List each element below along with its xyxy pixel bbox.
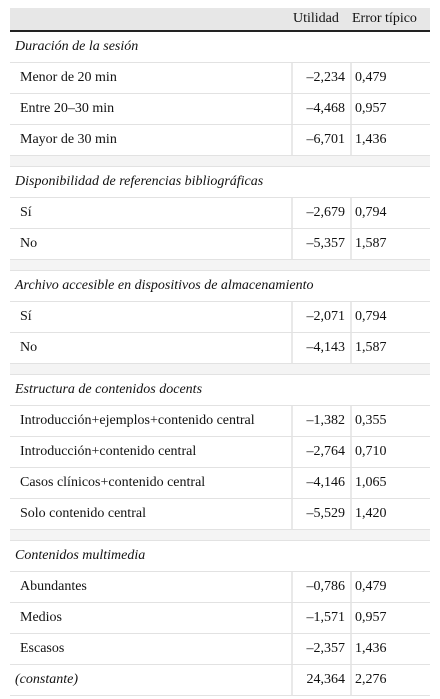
row-label: No	[20, 236, 38, 251]
table-row: No –4,143 1,587	[10, 333, 430, 364]
row-error: 0,794	[355, 309, 387, 324]
row-error: 0,479	[355, 579, 387, 594]
section-label: Disponibilidad de referencias bibliográf…	[15, 174, 264, 189]
row-utilidad: –1,571	[306, 610, 346, 625]
row-error: 0,710	[355, 444, 387, 459]
row-label: No	[20, 340, 38, 355]
constant-error: 2,276	[355, 672, 387, 687]
row-error: 1,587	[355, 236, 387, 251]
row-error: 1,587	[355, 340, 387, 355]
row-label: Menor de 20 min	[20, 70, 117, 85]
table-row: Medios –1,571 0,957	[10, 603, 430, 634]
row-label: Introducción+ejemplos+contenido central	[20, 413, 255, 428]
row-error: 0,957	[355, 610, 387, 625]
row-error: 1,436	[355, 641, 387, 656]
row-label: Sí	[20, 205, 32, 220]
section-spacer	[10, 364, 430, 375]
table-row: Escasos –2,357 1,436	[10, 634, 430, 665]
section-title: Archivo accesible en dispositivos de alm…	[10, 271, 430, 302]
table-row: Sí –2,071 0,794	[10, 302, 430, 333]
section-label: Contenidos multimedia	[15, 548, 146, 563]
section-spacer	[10, 260, 430, 271]
section-title: Disponibilidad de referencias bibliográf…	[10, 167, 430, 198]
constant-row: (constante) 24,364 2,276	[10, 665, 430, 696]
row-label: Introducción+contenido central	[20, 444, 197, 459]
table-header: Utilidad Error típico	[10, 8, 430, 32]
row-utilidad: –2,679	[306, 205, 346, 220]
row-utilidad: –5,357	[306, 236, 346, 251]
row-label: Escasos	[20, 641, 65, 656]
table-row: Introducción+contenido central –2,764 0,…	[10, 437, 430, 468]
constant-label: (constante)	[15, 672, 78, 687]
constant-utilidad: 24,364	[306, 672, 346, 687]
section-spacer	[10, 156, 430, 167]
section-title: Contenidos multimedia	[10, 541, 430, 572]
row-utilidad: –2,071	[306, 309, 346, 324]
section-title: Estructura de contenidos docents	[10, 375, 430, 406]
row-label: Sí	[20, 309, 32, 324]
section-title: Duración de la sesión	[10, 32, 430, 63]
row-utilidad: –5,529	[306, 506, 346, 521]
row-error: 0,794	[355, 205, 387, 220]
row-label: Mayor de 30 min	[20, 132, 117, 147]
header-utilidad: Utilidad	[293, 11, 339, 26]
row-utilidad: –2,234	[306, 70, 346, 85]
row-error: 1,065	[355, 475, 387, 490]
row-utilidad: –2,764	[306, 444, 346, 459]
row-error: 0,479	[355, 70, 387, 85]
table-row: Casos clínicos+contenido central –4,146 …	[10, 468, 430, 499]
row-label: Entre 20–30 min	[20, 101, 115, 116]
row-utilidad: –2,357	[306, 641, 346, 656]
table-row: Mayor de 30 min –6,701 1,436	[10, 125, 430, 156]
row-utilidad: –4,468	[306, 101, 346, 116]
row-error: 1,436	[355, 132, 387, 147]
row-label: Solo contenido central	[20, 506, 146, 521]
table-row: Abundantes –0,786 0,479	[10, 572, 430, 603]
row-label: Abundantes	[20, 579, 87, 594]
section-label: Estructura de contenidos docents	[15, 382, 203, 397]
row-error: 0,957	[355, 101, 387, 116]
row-utilidad: –0,786	[306, 579, 346, 594]
row-utilidad: –6,701	[306, 132, 346, 147]
row-utilidad: –1,382	[306, 413, 346, 428]
table-row: Entre 20–30 min –4,468 0,957	[10, 94, 430, 125]
row-label: Casos clínicos+contenido central	[20, 475, 206, 490]
table-row: Solo contenido central –5,529 1,420	[10, 499, 430, 530]
table-row: Introducción+ejemplos+contenido central …	[10, 406, 430, 437]
row-utilidad: –4,143	[306, 340, 346, 355]
section-spacer	[10, 530, 430, 541]
row-error: 0,355	[355, 413, 387, 428]
section-label: Duración de la sesión	[15, 39, 139, 54]
table-row: Menor de 20 min –2,234 0,479	[10, 63, 430, 94]
utility-table: Utilidad Error típico Duración de la ses…	[10, 8, 430, 696]
row-label: Medios	[20, 610, 62, 625]
section-label: Archivo accesible en dispositivos de alm…	[15, 278, 314, 293]
row-utilidad: –4,146	[306, 475, 346, 490]
table-row: Sí –2,679 0,794	[10, 198, 430, 229]
row-error: 1,420	[355, 506, 387, 521]
header-error-tipico: Error típico	[352, 11, 417, 26]
table-row: No –5,357 1,587	[10, 229, 430, 260]
